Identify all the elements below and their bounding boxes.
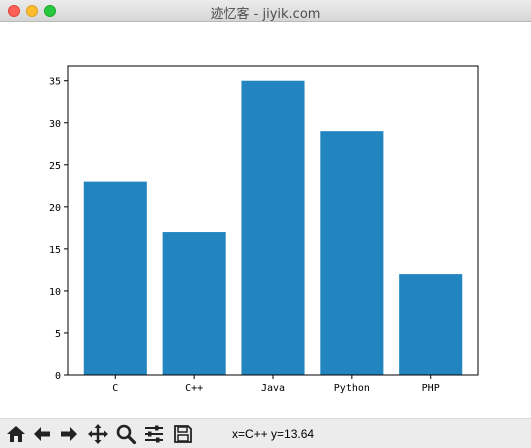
y-tick-label: 0 — [55, 371, 61, 382]
x-tick-label: Python — [334, 383, 370, 394]
window-titlebar: 迹忆客 - jiyik.com — [0, 0, 531, 22]
bar-java — [241, 80, 305, 375]
configure-subplots-icon — [145, 425, 163, 443]
y-tick-label: 5 — [55, 329, 61, 340]
cursor-coordinates-readout: x=C++ y=13.64 — [232, 427, 315, 441]
y-tick-label: 15 — [49, 245, 61, 256]
x-tick-label: Java — [261, 383, 285, 394]
home-button[interactable] — [4, 422, 28, 446]
bar-cpp — [162, 232, 226, 375]
forward-arrow-icon — [61, 427, 77, 441]
y-tick-label: 30 — [49, 119, 61, 130]
y-tick-label: 20 — [49, 203, 61, 214]
x-tick-label: C — [112, 383, 118, 394]
bar-c — [83, 181, 147, 375]
y-tick-label: 35 — [49, 77, 61, 88]
save-button[interactable] — [171, 422, 195, 446]
configure-subplots-button[interactable] — [142, 422, 166, 446]
maximize-window-button[interactable] — [44, 5, 56, 17]
bar-chart: 0 5 10 15 20 25 30 35 C C++ Java Python PHP — [49, 65, 479, 394]
pan-button[interactable] — [86, 422, 110, 446]
back-arrow-icon — [34, 427, 50, 441]
window-title: 迹忆客 - jiyik.com — [210, 7, 321, 22]
navigation-toolbar: x=C++ y=13.64 — [0, 418, 531, 448]
pan-move-icon — [88, 424, 108, 444]
plot-canvas[interactable]: 0 5 10 15 20 25 30 35 C C++ Java Python PHP — [0, 22, 531, 418]
home-icon — [7, 426, 25, 442]
back-button[interactable] — [30, 422, 54, 446]
bar-python — [320, 131, 384, 375]
minimize-window-button[interactable] — [26, 5, 38, 17]
zoom-magnifier-icon — [116, 424, 137, 445]
x-tick-label: C++ — [185, 383, 203, 394]
zoom-button[interactable] — [114, 422, 138, 446]
bar-php — [399, 274, 463, 375]
close-window-button[interactable] — [8, 5, 20, 17]
save-floppy-icon — [174, 425, 192, 443]
forward-button[interactable] — [57, 422, 81, 446]
y-tick-label: 10 — [49, 287, 61, 298]
y-tick-label: 25 — [49, 161, 61, 172]
x-tick-label: PHP — [422, 383, 440, 394]
